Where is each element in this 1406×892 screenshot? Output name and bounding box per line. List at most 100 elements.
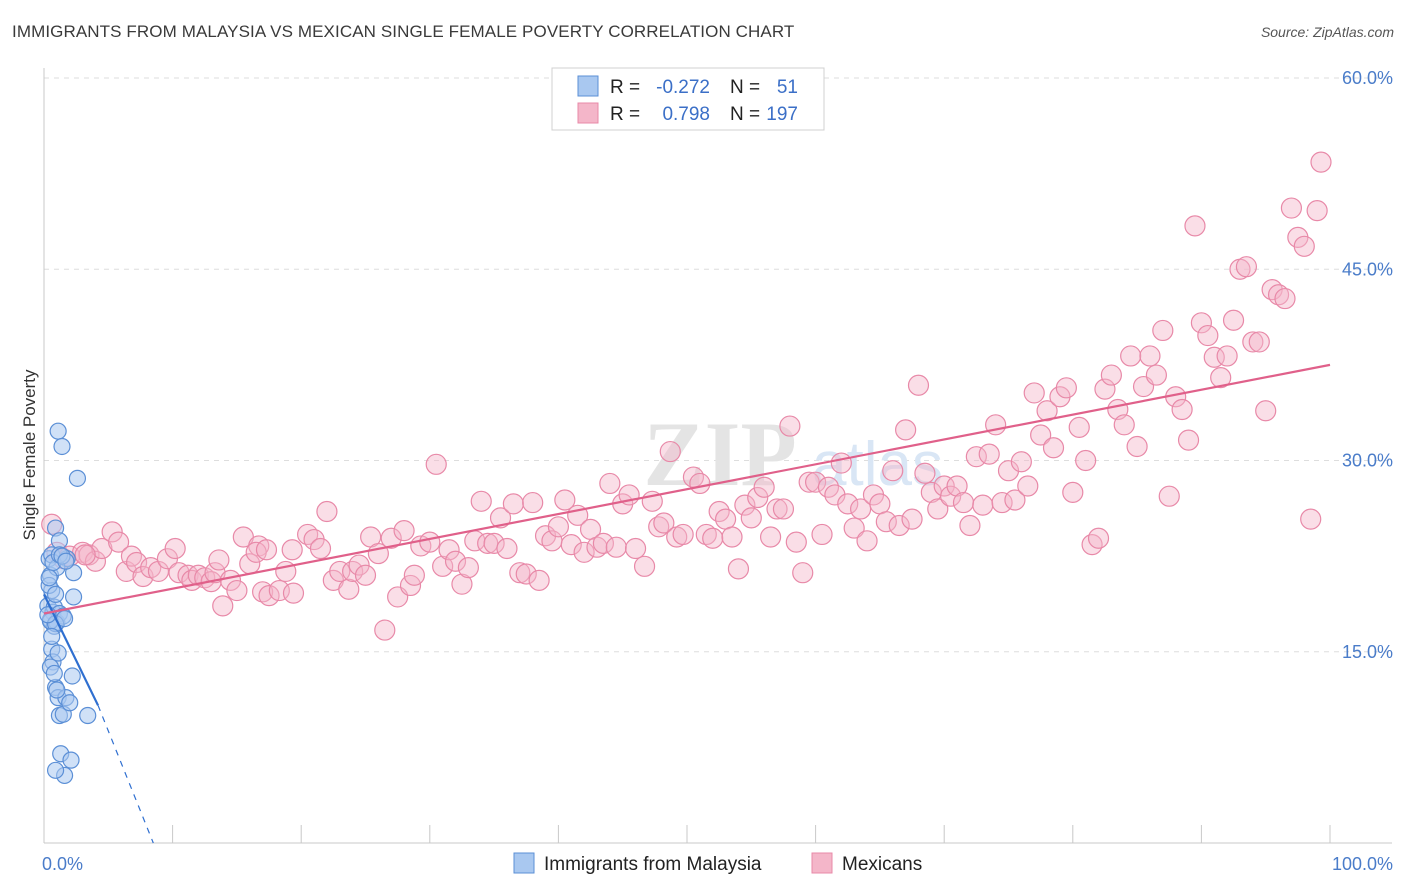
malaysia-point bbox=[64, 588, 83, 606]
mexican-point bbox=[914, 462, 936, 484]
mexican-point bbox=[281, 539, 303, 561]
malaysia-point bbox=[62, 751, 80, 769]
mexican-point bbox=[1158, 485, 1180, 507]
mexican-point bbox=[586, 536, 608, 558]
malaysia-point bbox=[49, 422, 67, 440]
mexican-point bbox=[804, 471, 827, 493]
x-tick-label-0: 0.0% bbox=[42, 854, 83, 874]
mexican-point bbox=[496, 537, 518, 560]
mexican-point bbox=[811, 523, 833, 546]
mexican-point bbox=[258, 585, 280, 607]
mexican-point bbox=[107, 531, 130, 553]
mexican-point bbox=[342, 560, 364, 583]
mexican-point bbox=[946, 475, 968, 497]
mexican-point bbox=[1075, 449, 1097, 472]
mexican-point bbox=[1306, 200, 1328, 222]
mexican-point bbox=[624, 537, 647, 560]
mexican-point bbox=[470, 490, 492, 512]
mexican-point bbox=[792, 562, 814, 584]
mexican-point bbox=[528, 569, 550, 591]
mexican-point bbox=[212, 595, 234, 617]
mexican-point bbox=[869, 493, 891, 515]
mexican-point bbox=[91, 537, 113, 560]
mexican-point bbox=[1197, 324, 1219, 347]
mexican-point bbox=[599, 472, 621, 495]
malaysia-point bbox=[45, 664, 63, 683]
mexican-point bbox=[560, 534, 582, 556]
tick-labels: 15.0% 30.0% 45.0% 60.0% 0.0% 100.0% bbox=[42, 68, 1393, 874]
trend-lines bbox=[43, 363, 1331, 844]
mexican-point bbox=[856, 530, 878, 552]
mexican-point bbox=[208, 549, 230, 571]
legend-swatch-pink bbox=[577, 102, 599, 124]
mexican-point bbox=[592, 532, 615, 554]
series-legend-label-mexicans: Mexicans bbox=[842, 854, 922, 875]
mexican-point bbox=[753, 476, 775, 498]
mexican-point bbox=[522, 491, 544, 514]
mexican-point bbox=[1036, 400, 1058, 422]
watermark-zip: ZIP bbox=[643, 403, 796, 505]
mexican-point bbox=[689, 472, 711, 495]
malaysia-point bbox=[79, 706, 97, 725]
y-tick-label-0: 15.0% bbox=[1342, 642, 1393, 662]
mexican-point bbox=[1120, 345, 1142, 367]
y-tick-label-1: 30.0% bbox=[1342, 451, 1393, 471]
mexican-point bbox=[74, 544, 96, 566]
y-axis-title: Single Female Poverty bbox=[20, 369, 39, 541]
malaysia-point bbox=[46, 761, 65, 779]
mexican-point bbox=[907, 374, 930, 396]
mexican-point bbox=[444, 550, 467, 572]
mexican-point bbox=[1017, 475, 1039, 497]
legend-r-value-2: 0.798 bbox=[662, 104, 710, 125]
mexican-point bbox=[895, 419, 917, 441]
mexican-point bbox=[882, 460, 904, 482]
mexican-point bbox=[1171, 398, 1193, 421]
mexican-point bbox=[509, 562, 531, 584]
mexican-point bbox=[1100, 364, 1122, 386]
mexican-point bbox=[672, 523, 694, 546]
legend-r-label-2: R = bbox=[610, 104, 640, 125]
mexican-point bbox=[734, 494, 756, 516]
mexican-point bbox=[1062, 481, 1084, 503]
mexican-point bbox=[1222, 309, 1245, 331]
mexican-point bbox=[438, 539, 460, 561]
mexican-point bbox=[702, 527, 724, 549]
correlation-legend: R = -0.272 N = 51 R = 0.798 N = 197 bbox=[551, 67, 825, 131]
legend-swatch-blue bbox=[577, 75, 599, 97]
source-credit: Source: ZipAtlas.com bbox=[1260, 24, 1394, 40]
malaysia-points bbox=[39, 422, 97, 785]
mexican-point bbox=[1310, 151, 1332, 173]
y-tick-label-2: 45.0% bbox=[1342, 259, 1393, 279]
mexican-point bbox=[457, 556, 479, 579]
mexican-point bbox=[933, 475, 955, 497]
axes-layer bbox=[43, 68, 1392, 844]
mexican-point bbox=[1094, 378, 1116, 400]
malaysia-point bbox=[46, 585, 65, 603]
series-legend: Immigrants from Malaysia Mexicans bbox=[513, 852, 922, 875]
malaysia-point bbox=[49, 644, 67, 662]
mexican-point bbox=[721, 526, 743, 548]
mexican-point bbox=[830, 452, 852, 474]
chart-title: IMMIGRANTS FROM MALAYSIA VS MEXICAN SING… bbox=[12, 22, 795, 41]
mexican-point bbox=[875, 511, 897, 533]
mexican-point bbox=[573, 541, 595, 563]
mexican-point bbox=[1267, 284, 1290, 306]
mexican-point bbox=[1210, 367, 1232, 389]
mexican-point bbox=[419, 531, 441, 553]
mexican-point bbox=[1248, 331, 1270, 353]
mexican-point bbox=[393, 520, 415, 542]
mexican-point bbox=[1255, 400, 1277, 422]
mexican-point bbox=[451, 573, 473, 595]
mexican-point bbox=[959, 514, 981, 537]
malaysia-point bbox=[63, 667, 81, 685]
mexican-point bbox=[1300, 508, 1322, 530]
mexican-point bbox=[714, 508, 737, 530]
mexican-point bbox=[554, 489, 576, 511]
mexican-point bbox=[338, 578, 360, 600]
mexican-point bbox=[1274, 287, 1296, 310]
mexican-point bbox=[316, 500, 338, 523]
mexican-point bbox=[888, 514, 910, 537]
mexican-point bbox=[432, 555, 454, 577]
mexican-point bbox=[84, 550, 107, 572]
mexican-point bbox=[766, 498, 788, 520]
